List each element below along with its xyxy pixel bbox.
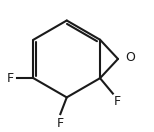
Text: F: F [114, 95, 121, 108]
Text: F: F [7, 72, 14, 85]
Text: O: O [126, 51, 136, 64]
Text: F: F [57, 117, 64, 130]
